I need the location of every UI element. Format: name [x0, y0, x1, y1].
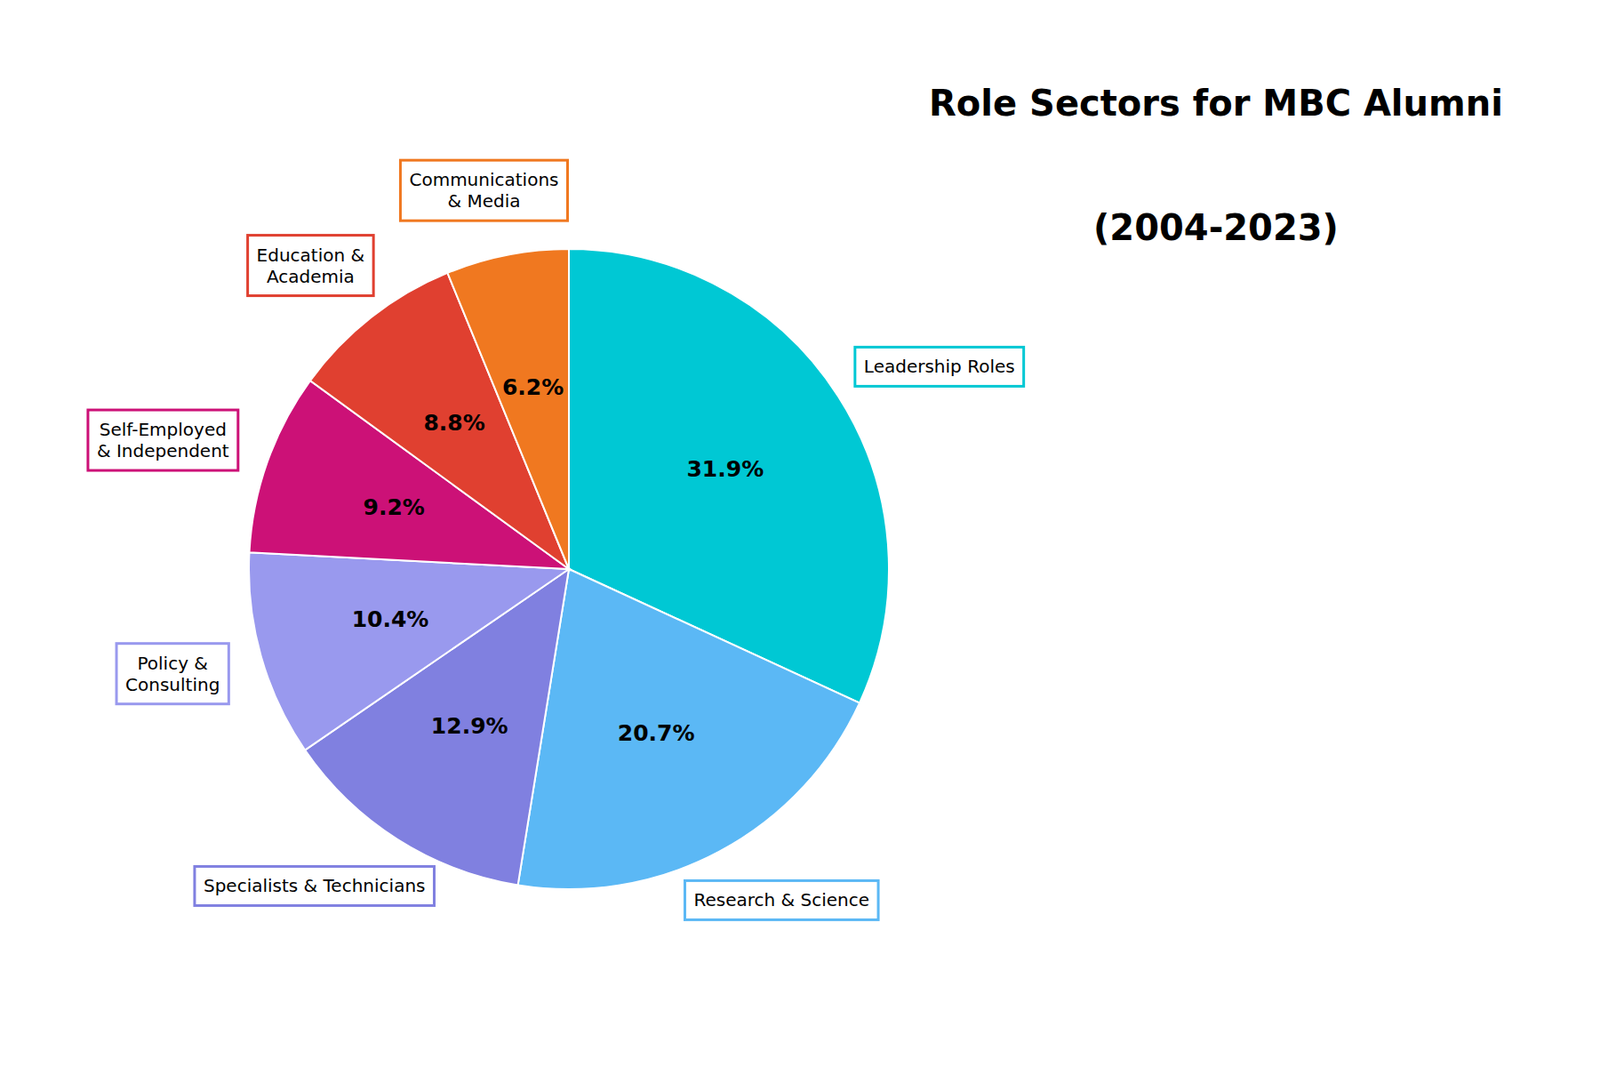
- category-label: Communications& Media: [408, 168, 559, 212]
- pie: [248, 248, 889, 889]
- category-box-frame: [248, 235, 375, 296]
- title: Role Sectors for MBC Alumni: [928, 82, 1504, 124]
- category-box: Specialists & Technicians: [194, 865, 435, 905]
- category-box: Leadership Roles: [855, 346, 1024, 386]
- slice: [447, 248, 569, 569]
- data-label: 6.2%: [502, 374, 564, 400]
- slice: [248, 552, 569, 750]
- category-box-frame: [684, 880, 879, 920]
- category-box-frame: [116, 643, 229, 704]
- data-label: 8.8%: [423, 409, 485, 436]
- category-label: Self-Employed& Independent: [96, 418, 230, 462]
- slice: [518, 568, 860, 889]
- category-box-frame: [855, 346, 1024, 386]
- data-label: 12.9%: [431, 712, 509, 739]
- data-label: 10.4%: [352, 606, 430, 632]
- subtitle: (2004-2023): [1093, 207, 1339, 248]
- category-box: Research & Science: [684, 880, 879, 920]
- category-label: Specialists & Technicians: [203, 874, 426, 896]
- category-label: Leadership Roles: [864, 355, 1016, 377]
- category-box-frame: [400, 160, 568, 221]
- category-box-frame: [194, 865, 435, 905]
- category-box: Self-Employed& Independent: [88, 409, 239, 471]
- data-label: 9.2%: [363, 494, 425, 520]
- category-box: Education &Academia: [248, 235, 375, 296]
- labels: 31.9% 20.7% 12.9% 10.4% 9.2% 8.8% 6.2% Leadersh…: [88, 160, 1024, 920]
- data-label: 20.7%: [617, 720, 696, 746]
- background: [0, 0, 1600, 1067]
- category-label: Policy &Consulting: [125, 652, 220, 696]
- category-label: Research & Science: [693, 888, 870, 911]
- category-box-frame: [88, 409, 239, 471]
- chart: 31.9% 20.7% 12.9% 10.4% 9.2% 8.8% 6.2% Leadersh…: [0, 0, 1600, 1067]
- category-box: Policy &Consulting: [116, 643, 229, 704]
- category-label: Education &Academia: [256, 244, 366, 288]
- data-label: 31.9%: [686, 456, 764, 482]
- category-box: Communications& Media: [400, 160, 568, 221]
